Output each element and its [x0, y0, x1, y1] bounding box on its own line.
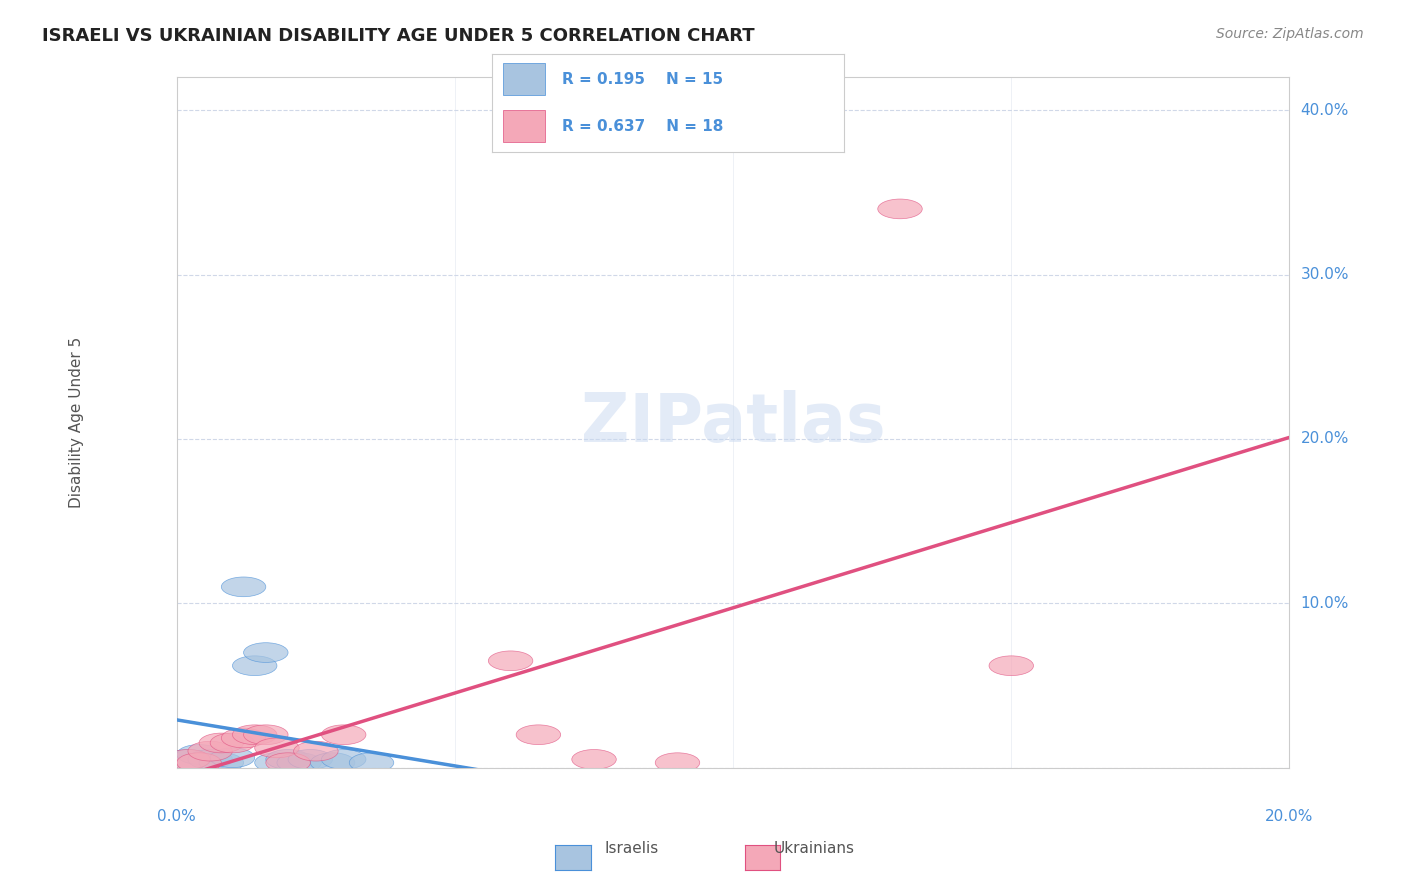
Ellipse shape	[243, 643, 288, 663]
Text: ISRAELI VS UKRAINIAN DISABILITY AGE UNDER 5 CORRELATION CHART: ISRAELI VS UKRAINIAN DISABILITY AGE UNDE…	[42, 27, 755, 45]
Ellipse shape	[311, 753, 354, 772]
Text: Ukrainians: Ukrainians	[773, 841, 855, 856]
Text: Disability Age Under 5: Disability Age Under 5	[69, 337, 84, 508]
Ellipse shape	[200, 733, 243, 753]
Ellipse shape	[177, 745, 221, 764]
Ellipse shape	[166, 749, 209, 769]
Text: Israelis: Israelis	[605, 841, 659, 856]
Ellipse shape	[322, 725, 366, 745]
Text: Source: ZipAtlas.com: Source: ZipAtlas.com	[1216, 27, 1364, 41]
Ellipse shape	[488, 651, 533, 671]
Text: R = 0.195    N = 15: R = 0.195 N = 15	[562, 71, 724, 87]
Ellipse shape	[200, 753, 243, 772]
Ellipse shape	[232, 656, 277, 675]
Text: 10.0%: 10.0%	[1301, 596, 1348, 611]
Ellipse shape	[243, 725, 288, 745]
Ellipse shape	[322, 749, 366, 769]
Ellipse shape	[166, 749, 209, 769]
Ellipse shape	[294, 741, 337, 761]
Ellipse shape	[266, 753, 311, 772]
Ellipse shape	[221, 728, 266, 747]
Text: 0.0%: 0.0%	[157, 809, 197, 823]
Ellipse shape	[221, 577, 266, 597]
FancyBboxPatch shape	[503, 111, 544, 142]
Ellipse shape	[877, 199, 922, 219]
Text: 30.0%: 30.0%	[1301, 267, 1348, 282]
Ellipse shape	[349, 753, 394, 772]
Ellipse shape	[277, 753, 322, 772]
Text: 20.0%: 20.0%	[1265, 809, 1313, 823]
Text: 40.0%: 40.0%	[1301, 103, 1348, 118]
Text: ZIPatlas: ZIPatlas	[581, 390, 886, 456]
Ellipse shape	[254, 738, 299, 757]
Text: R = 0.637    N = 18: R = 0.637 N = 18	[562, 119, 724, 134]
Ellipse shape	[988, 656, 1033, 675]
Text: 20.0%: 20.0%	[1301, 432, 1348, 447]
Ellipse shape	[188, 749, 232, 769]
Ellipse shape	[572, 749, 616, 769]
Ellipse shape	[188, 741, 232, 761]
Ellipse shape	[266, 749, 311, 769]
Ellipse shape	[209, 733, 254, 753]
Ellipse shape	[209, 747, 254, 768]
Ellipse shape	[655, 753, 700, 772]
Ellipse shape	[232, 725, 277, 745]
FancyBboxPatch shape	[503, 63, 544, 95]
Ellipse shape	[254, 753, 299, 772]
Ellipse shape	[516, 725, 561, 745]
Ellipse shape	[177, 753, 221, 772]
Ellipse shape	[288, 749, 333, 769]
